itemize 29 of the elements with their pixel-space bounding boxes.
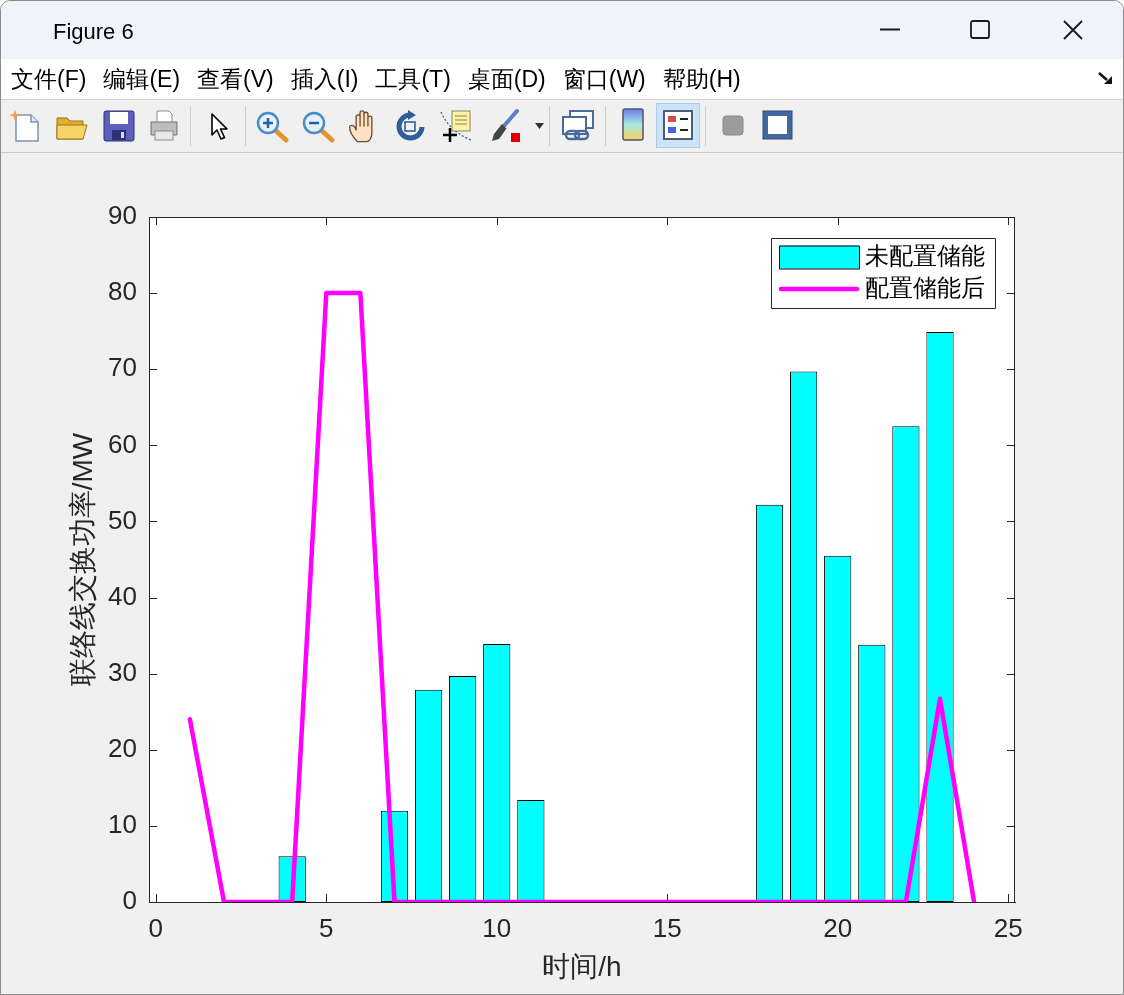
legend-label: 配置储能后 (865, 275, 985, 302)
y-tick-label: 40 (108, 580, 137, 611)
y-tick-label: 60 (108, 428, 137, 459)
text: 桌面(D) (467, 64, 546, 94)
x-tick-label: 20 (823, 912, 853, 943)
x-tick-label: 15 (652, 912, 682, 943)
text: 窗口(W) (562, 64, 646, 94)
y-tick-label: 0 (122, 885, 137, 916)
x-axis-title: 时间/h (542, 950, 622, 982)
y-tick-label: 70 (108, 352, 137, 383)
text: 工具(T) (375, 64, 451, 94)
text: 插入(I) (290, 64, 359, 94)
text: 查看(V) (197, 64, 274, 94)
y-tick-label: 90 (108, 200, 137, 231)
x-tick-label: 5 (319, 912, 334, 943)
y-tick-label: 20 (108, 732, 137, 763)
text: 编辑(E) (103, 64, 181, 94)
chart-title: Figure 6 (53, 18, 134, 46)
y-tick-label: 50 (108, 504, 137, 535)
y-tick-label: 80 (108, 276, 137, 307)
y-axis-title: 联络线交换功率/MW (66, 432, 98, 687)
y-tick-label: 10 (108, 809, 137, 840)
x-tick-label: 0 (148, 912, 164, 943)
x-tick-label: 10 (482, 912, 512, 943)
x-tick-label: 25 (993, 912, 1023, 943)
y-tick-label: 30 (108, 656, 137, 687)
text: 文件(F) (11, 64, 87, 94)
text: 帮助(H) (662, 64, 741, 94)
legend-label: 未配置储能 (865, 243, 985, 270)
